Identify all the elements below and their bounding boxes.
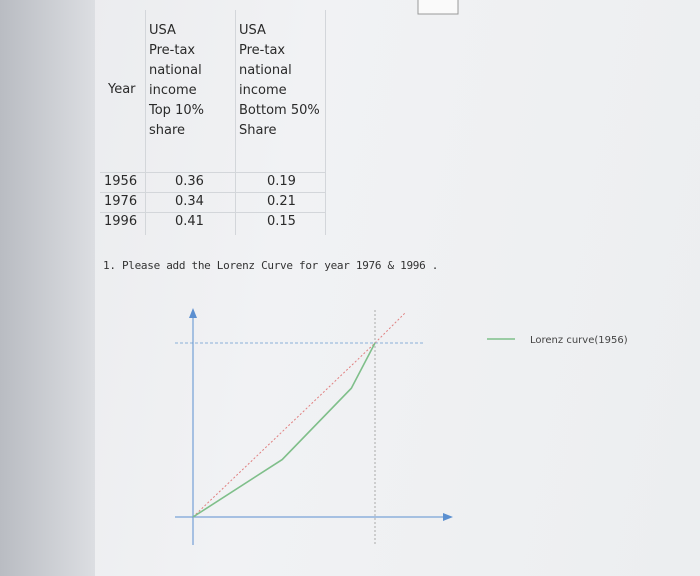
table-header: USA xyxy=(239,23,266,38)
table-header: income xyxy=(239,83,287,98)
axis-arrow xyxy=(443,513,453,521)
table-border xyxy=(325,10,326,235)
table-border xyxy=(145,10,146,235)
table-cell: 1976 xyxy=(104,194,138,209)
table-header: Bottom 50% xyxy=(239,103,320,118)
equality-line xyxy=(374,312,406,344)
table-cell: 0.36 xyxy=(175,174,204,189)
question: 1. Please add the Lorenz Curve for year … xyxy=(103,259,439,272)
table-cell: 0.19 xyxy=(267,174,296,189)
table-border xyxy=(100,212,325,213)
table-cell: 1996 xyxy=(104,214,138,229)
photo-edge xyxy=(0,0,95,576)
table-header: national xyxy=(149,63,202,78)
table-header: income xyxy=(149,83,197,98)
table-header: Pre-tax xyxy=(239,43,286,58)
lorenz-curve xyxy=(192,342,376,518)
table-header: USA xyxy=(149,23,176,38)
legend-label: Lorenz curve(1956) xyxy=(530,335,628,346)
table-border xyxy=(100,172,325,173)
table-cell: 1956 xyxy=(104,174,138,189)
axis-arrow xyxy=(189,308,197,318)
table-header: Top 10% xyxy=(149,103,204,118)
table-header: Share xyxy=(239,123,277,138)
table-header: Pre-tax xyxy=(149,43,196,58)
table-cell: 0.41 xyxy=(175,214,204,229)
table-header: national xyxy=(239,63,292,78)
table-cell: 0.34 xyxy=(175,194,204,209)
table-cell: 0.15 xyxy=(267,214,296,229)
table-header: share xyxy=(149,123,186,138)
table-border xyxy=(235,10,236,235)
equality-line xyxy=(192,342,376,518)
table-border xyxy=(100,192,325,193)
ui-box xyxy=(417,0,459,15)
table-cell: 0.21 xyxy=(267,194,296,209)
table-header: Year xyxy=(108,82,136,97)
